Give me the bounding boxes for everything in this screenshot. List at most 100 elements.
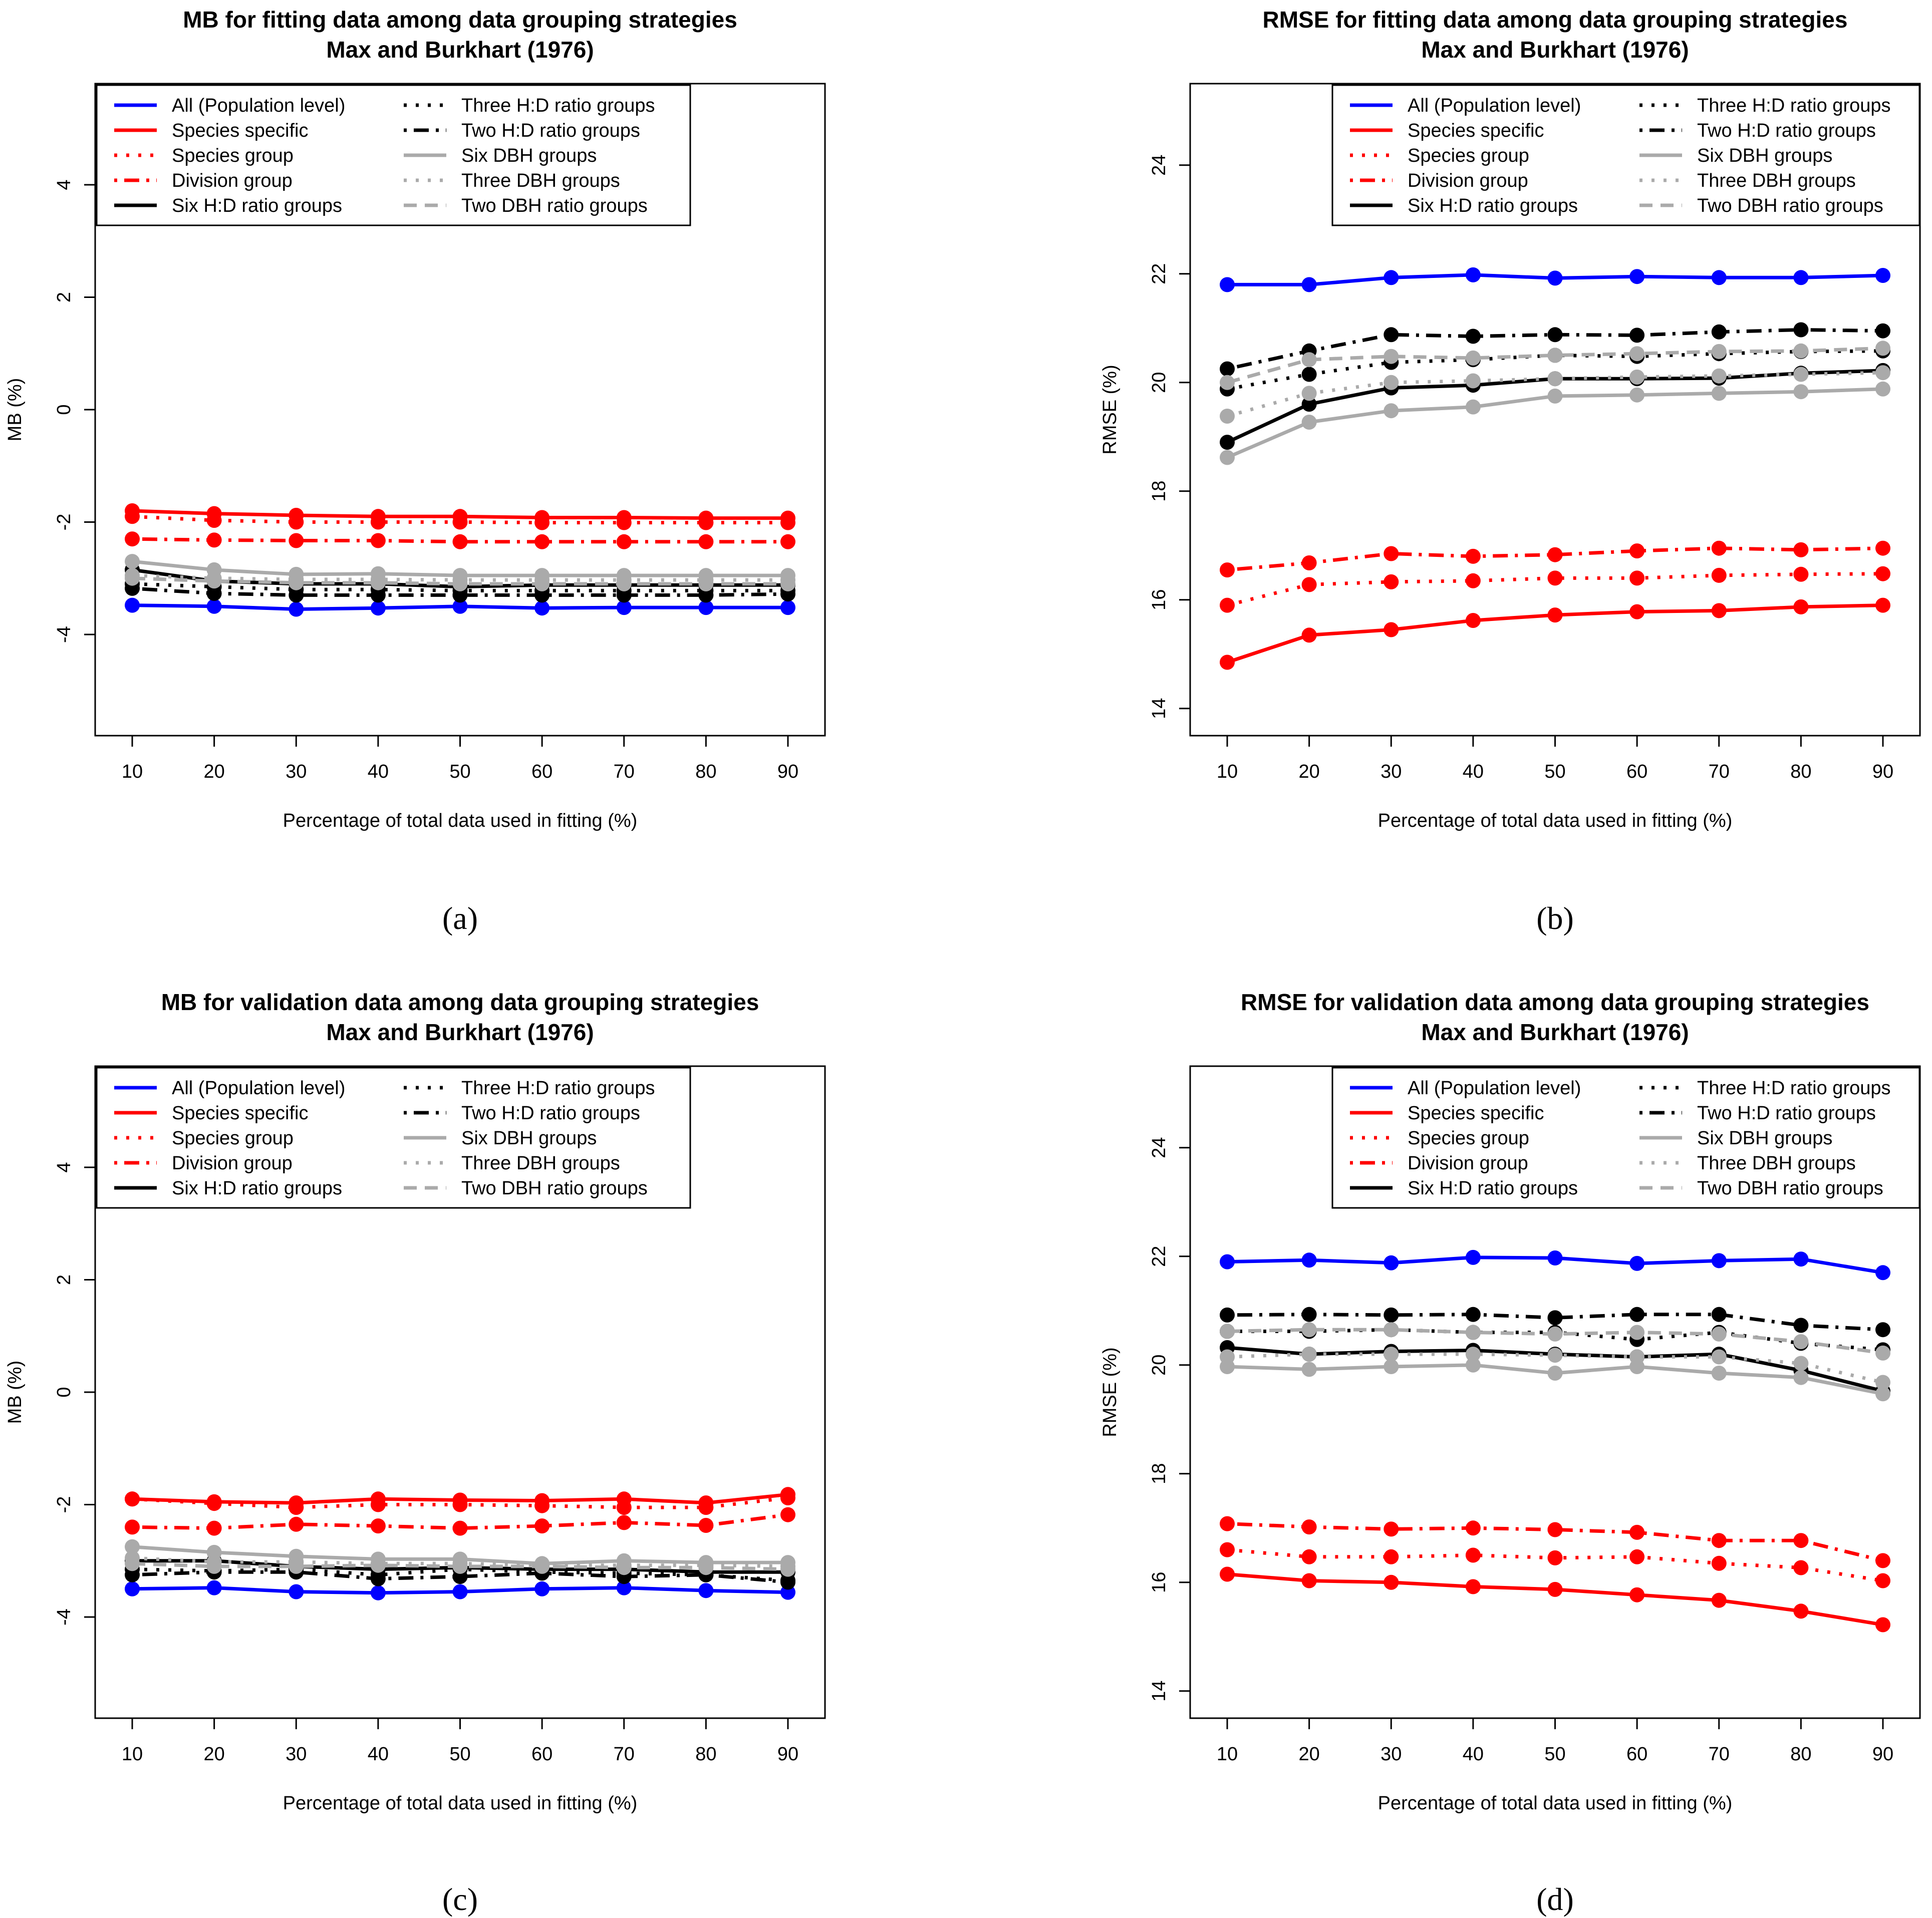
data-point [1875, 341, 1890, 356]
x-tick-label: 30 [1381, 1744, 1402, 1765]
data-point [1301, 352, 1317, 368]
data-point [616, 1500, 632, 1515]
data-point [1220, 277, 1235, 292]
data-point [698, 587, 714, 603]
data-point [1629, 570, 1645, 586]
data-point [1793, 270, 1809, 285]
data-point [534, 600, 550, 616]
data-point [370, 575, 386, 590]
panel-caption: (b) [1536, 900, 1574, 936]
data-point [1793, 542, 1809, 557]
data-point [1384, 574, 1399, 589]
y-tick-label: 0 [54, 404, 75, 415]
data-point [125, 1556, 140, 1571]
legend-label: Six DBH groups [1697, 1128, 1832, 1149]
data-point [125, 531, 140, 547]
y-axis-label: RMSE (%) [1099, 1347, 1121, 1437]
data-point [1547, 1522, 1563, 1537]
data-point [1301, 1519, 1317, 1535]
data-point [616, 515, 632, 530]
y-tick-label: 24 [1149, 1137, 1170, 1158]
data-point [1384, 1521, 1399, 1537]
data-point [780, 515, 795, 530]
data-point [534, 1558, 550, 1574]
data-point [534, 1581, 550, 1596]
data-point [1384, 1549, 1399, 1564]
legend-label: Two H:D ratio groups [461, 1103, 640, 1124]
x-tick-label: 40 [368, 761, 389, 782]
legend-label: Three H:D ratio groups [461, 1078, 655, 1099]
data-point [1793, 1533, 1809, 1548]
legend-label: Division group [1408, 1153, 1528, 1174]
data-point [780, 576, 795, 591]
x-tick-label: 80 [1790, 761, 1811, 782]
series-line [132, 537, 788, 544]
data-point [370, 600, 386, 616]
data-point [452, 576, 468, 591]
data-point [1301, 1252, 1317, 1268]
data-point [1465, 1347, 1481, 1362]
chart-subtitle: Max and Burkhart (1976) [1421, 1019, 1689, 1045]
series-line [1227, 1572, 1883, 1627]
data-point [1220, 450, 1235, 465]
series-line [1227, 346, 1883, 385]
legend-label: Three DBH groups [1697, 170, 1856, 191]
legend-label: Six DBH groups [461, 145, 597, 166]
data-point [1465, 613, 1481, 628]
series-9 [1220, 1322, 1890, 1361]
data-point [1875, 566, 1890, 581]
data-point [1711, 386, 1727, 401]
data-point [452, 1520, 468, 1536]
x-axis-label: Percentage of total data used in fitting… [1378, 1793, 1733, 1814]
y-tick-label: 14 [1149, 698, 1170, 719]
data-point [1465, 1307, 1481, 1322]
data-point [780, 1490, 795, 1505]
data-point [1629, 328, 1645, 343]
data-point [1875, 1553, 1890, 1568]
chart-subtitle: Max and Burkhart (1976) [326, 37, 594, 63]
y-tick-label: 18 [1149, 1463, 1170, 1484]
chart-title: RMSE for fitting data among data groupin… [1263, 7, 1848, 33]
data-point [206, 1520, 222, 1536]
chart-title: MB for fitting data among data grouping … [183, 7, 737, 33]
data-point [452, 1497, 468, 1512]
data-point [1465, 1547, 1481, 1563]
legend-label: All (Population level) [1408, 1078, 1581, 1099]
x-tick-label: 30 [1381, 761, 1402, 782]
data-point [1711, 1253, 1727, 1268]
x-tick-label: 40 [1463, 761, 1484, 782]
data-point [1711, 1555, 1727, 1571]
data-point [289, 587, 304, 603]
data-point [1875, 1345, 1890, 1361]
data-point [1629, 604, 1645, 619]
data-point [1301, 1549, 1317, 1564]
data-point [1547, 327, 1563, 343]
legend-box [96, 1067, 691, 1209]
data-point [1301, 397, 1317, 412]
data-point [289, 1584, 304, 1600]
legend-label: Species group [172, 145, 294, 166]
data-point [1875, 323, 1890, 339]
data-point [698, 576, 714, 591]
data-point [1793, 599, 1809, 614]
y-tick-label: 24 [1149, 155, 1170, 176]
legend-label: Two DBH ratio groups [1697, 195, 1883, 216]
legend-label: Two H:D ratio groups [1697, 1103, 1876, 1124]
data-point [1875, 1573, 1890, 1588]
legend-label: Three DBH groups [1697, 1153, 1856, 1174]
data-point [125, 570, 140, 586]
data-point [452, 514, 468, 530]
series-8 [1220, 1347, 1890, 1390]
data-point [1465, 1579, 1481, 1594]
legend-box [96, 84, 691, 226]
data-point [1629, 1549, 1645, 1564]
data-point [534, 534, 550, 549]
y-tick-label: -2 [54, 514, 75, 531]
legend-label: All (Population level) [172, 95, 345, 116]
x-tick-label: 30 [286, 761, 307, 782]
data-point [125, 1581, 140, 1596]
data-point [1301, 1573, 1317, 1588]
chart-title: RMSE for validation data among data grou… [1241, 989, 1869, 1015]
y-axis-label: MB (%) [5, 378, 26, 442]
